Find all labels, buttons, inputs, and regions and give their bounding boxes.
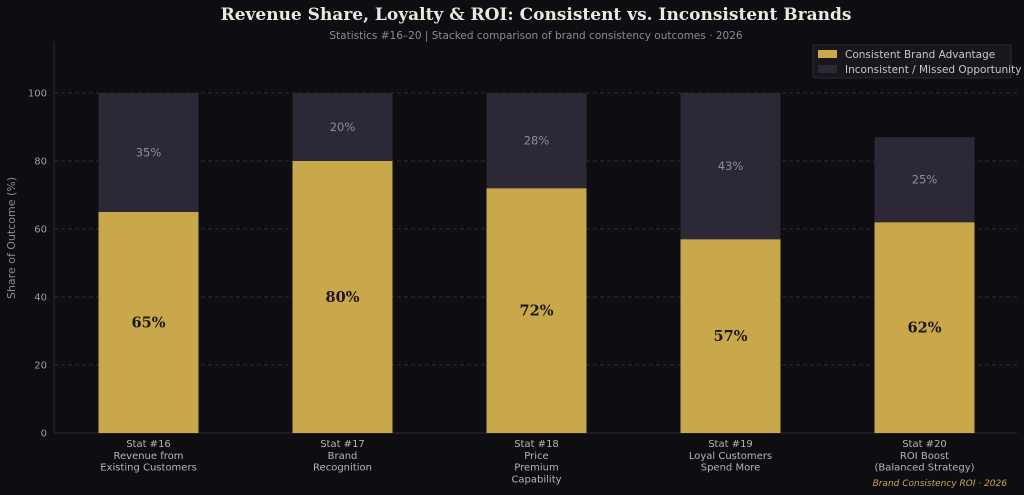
x-tick-label: Stat #17 Brand Recognition [313, 439, 372, 474]
legend-box [812, 44, 1012, 79]
data-label-inconsistent: 20% [330, 120, 356, 134]
chart-subtitle: Statistics #16–20 | Stacked comparison o… [329, 30, 743, 42]
y-tick-label: 80 [34, 157, 47, 168]
footer-credit: Brand Consistency ROI · 2026 [873, 479, 1008, 489]
data-label-inconsistent: 35% [136, 146, 162, 160]
data-label-consistent: 65% [132, 315, 166, 332]
bars-layer [98, 93, 975, 433]
chart-title: Revenue Share, Loyalty & ROI: Consistent… [221, 5, 852, 25]
legend-label-consistent: Consistent Brand Advantage [845, 49, 995, 61]
bar-inconsistent [874, 137, 975, 223]
y-tick-label: 20 [34, 361, 47, 372]
bar-consistent [292, 161, 393, 433]
legend-swatch-consistent [818, 50, 837, 58]
x-tick-label: Stat #19 Loyal Customers Spend More [689, 439, 772, 474]
bar-inconsistent [98, 93, 199, 212]
x-tick-label: Stat #16 Revenue from Existing Customers [100, 439, 197, 474]
y-axis-label: Share of Outcome (%) [5, 177, 18, 299]
bar-inconsistent [486, 93, 587, 189]
data-label-inconsistent: 43% [718, 159, 744, 173]
data-label-inconsistent: 28% [524, 134, 550, 148]
bar-consistent [98, 212, 199, 433]
bar-inconsistent [680, 93, 781, 240]
legend-swatch-inconsistent [818, 65, 837, 73]
bar-consistent [874, 222, 975, 433]
bar-consistent [486, 188, 587, 433]
bar-consistent [680, 239, 781, 433]
legend: Consistent Brand Advantage Inconsistent … [812, 44, 1021, 79]
y-tick-label: 0 [41, 429, 47, 440]
data-label-consistent: 80% [326, 289, 360, 306]
data-label-consistent: 72% [520, 303, 554, 320]
data-label-inconsistent: 25% [912, 173, 938, 187]
x-tick-label: Stat #20 ROI Boost (Balanced Strategy) [874, 439, 974, 474]
data-label-consistent: 57% [714, 328, 748, 345]
data-label-consistent: 62% [908, 320, 942, 337]
x-tick-label: Stat #18 Price Premium Capability [511, 439, 561, 485]
y-tick-label: 100 [28, 89, 47, 100]
labels-layer: 65% 35% Stat #16 Revenue from Existing Custo… [100, 120, 974, 485]
y-tick-label: 40 [34, 293, 47, 304]
bar-inconsistent [292, 93, 393, 161]
y-tick-label: 60 [34, 225, 47, 236]
legend-label-inconsistent: Inconsistent / Missed Opportunity [845, 64, 1021, 76]
